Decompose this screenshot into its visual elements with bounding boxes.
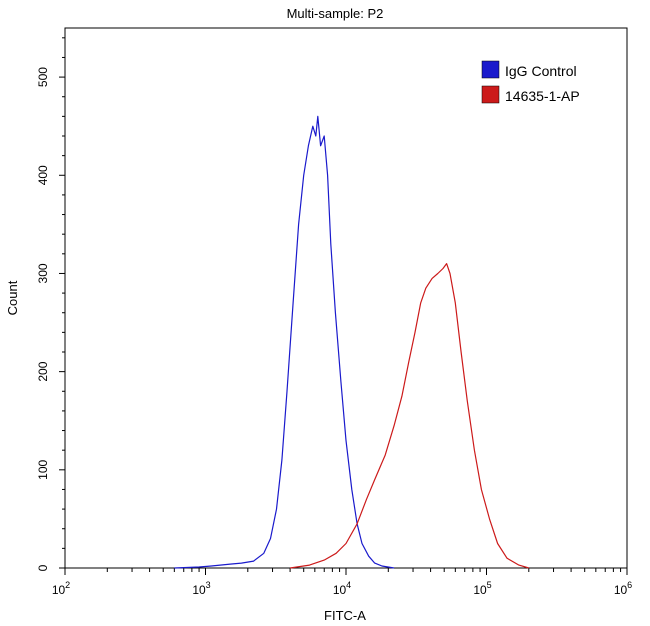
plot-frame <box>64 27 628 569</box>
x-axis-title: FITC-A <box>324 608 366 623</box>
y-axis: 0 100 200 300 400 500 <box>36 37 65 571</box>
y-tick-label: 200 <box>36 361 50 381</box>
series-line-14635-1-ap <box>290 263 529 569</box>
x-tick-label: 103 <box>192 580 210 597</box>
x-tick-base: 10 <box>192 583 206 597</box>
y-tick-label: 500 <box>36 67 50 87</box>
y-tick-label: 300 <box>36 263 50 283</box>
x-tick-exponent: 2 <box>65 580 70 590</box>
x-tick-exponent: 5 <box>487 580 492 590</box>
y-tick-label: 100 <box>36 459 50 479</box>
x-tick-label: 104 <box>333 580 351 597</box>
x-tick-base: 10 <box>52 583 66 597</box>
legend-label-igg-control: IgG Control <box>505 63 577 79</box>
x-tick-exponent: 4 <box>346 580 351 590</box>
x-axis: 102 103 104 105 106 <box>52 568 632 597</box>
x-tick-exponent: 6 <box>627 580 632 590</box>
y-tick-label: 400 <box>36 165 50 185</box>
legend-swatch-14635-1-ap <box>481 85 500 104</box>
x-tick-base: 10 <box>614 583 628 597</box>
series-line-igg-control <box>174 115 395 569</box>
x-tick-exponent: 3 <box>206 580 211 590</box>
y-axis-title: Count <box>5 280 20 315</box>
x-tick-label: 105 <box>473 580 491 597</box>
legend-swatch-igg-control <box>481 60 500 79</box>
x-tick-label: 102 <box>52 580 70 597</box>
x-tick-base: 10 <box>333 583 347 597</box>
series-lines <box>174 115 529 569</box>
chart-title: Multi-sample: P2 <box>287 6 384 21</box>
x-tick-label: 106 <box>614 580 632 597</box>
legend: IgG Control 14635-1-AP <box>481 60 580 104</box>
legend-label-14635-1-ap: 14635-1-AP <box>505 88 580 104</box>
y-tick-label: 0 <box>36 564 50 571</box>
x-tick-base: 10 <box>473 583 487 597</box>
